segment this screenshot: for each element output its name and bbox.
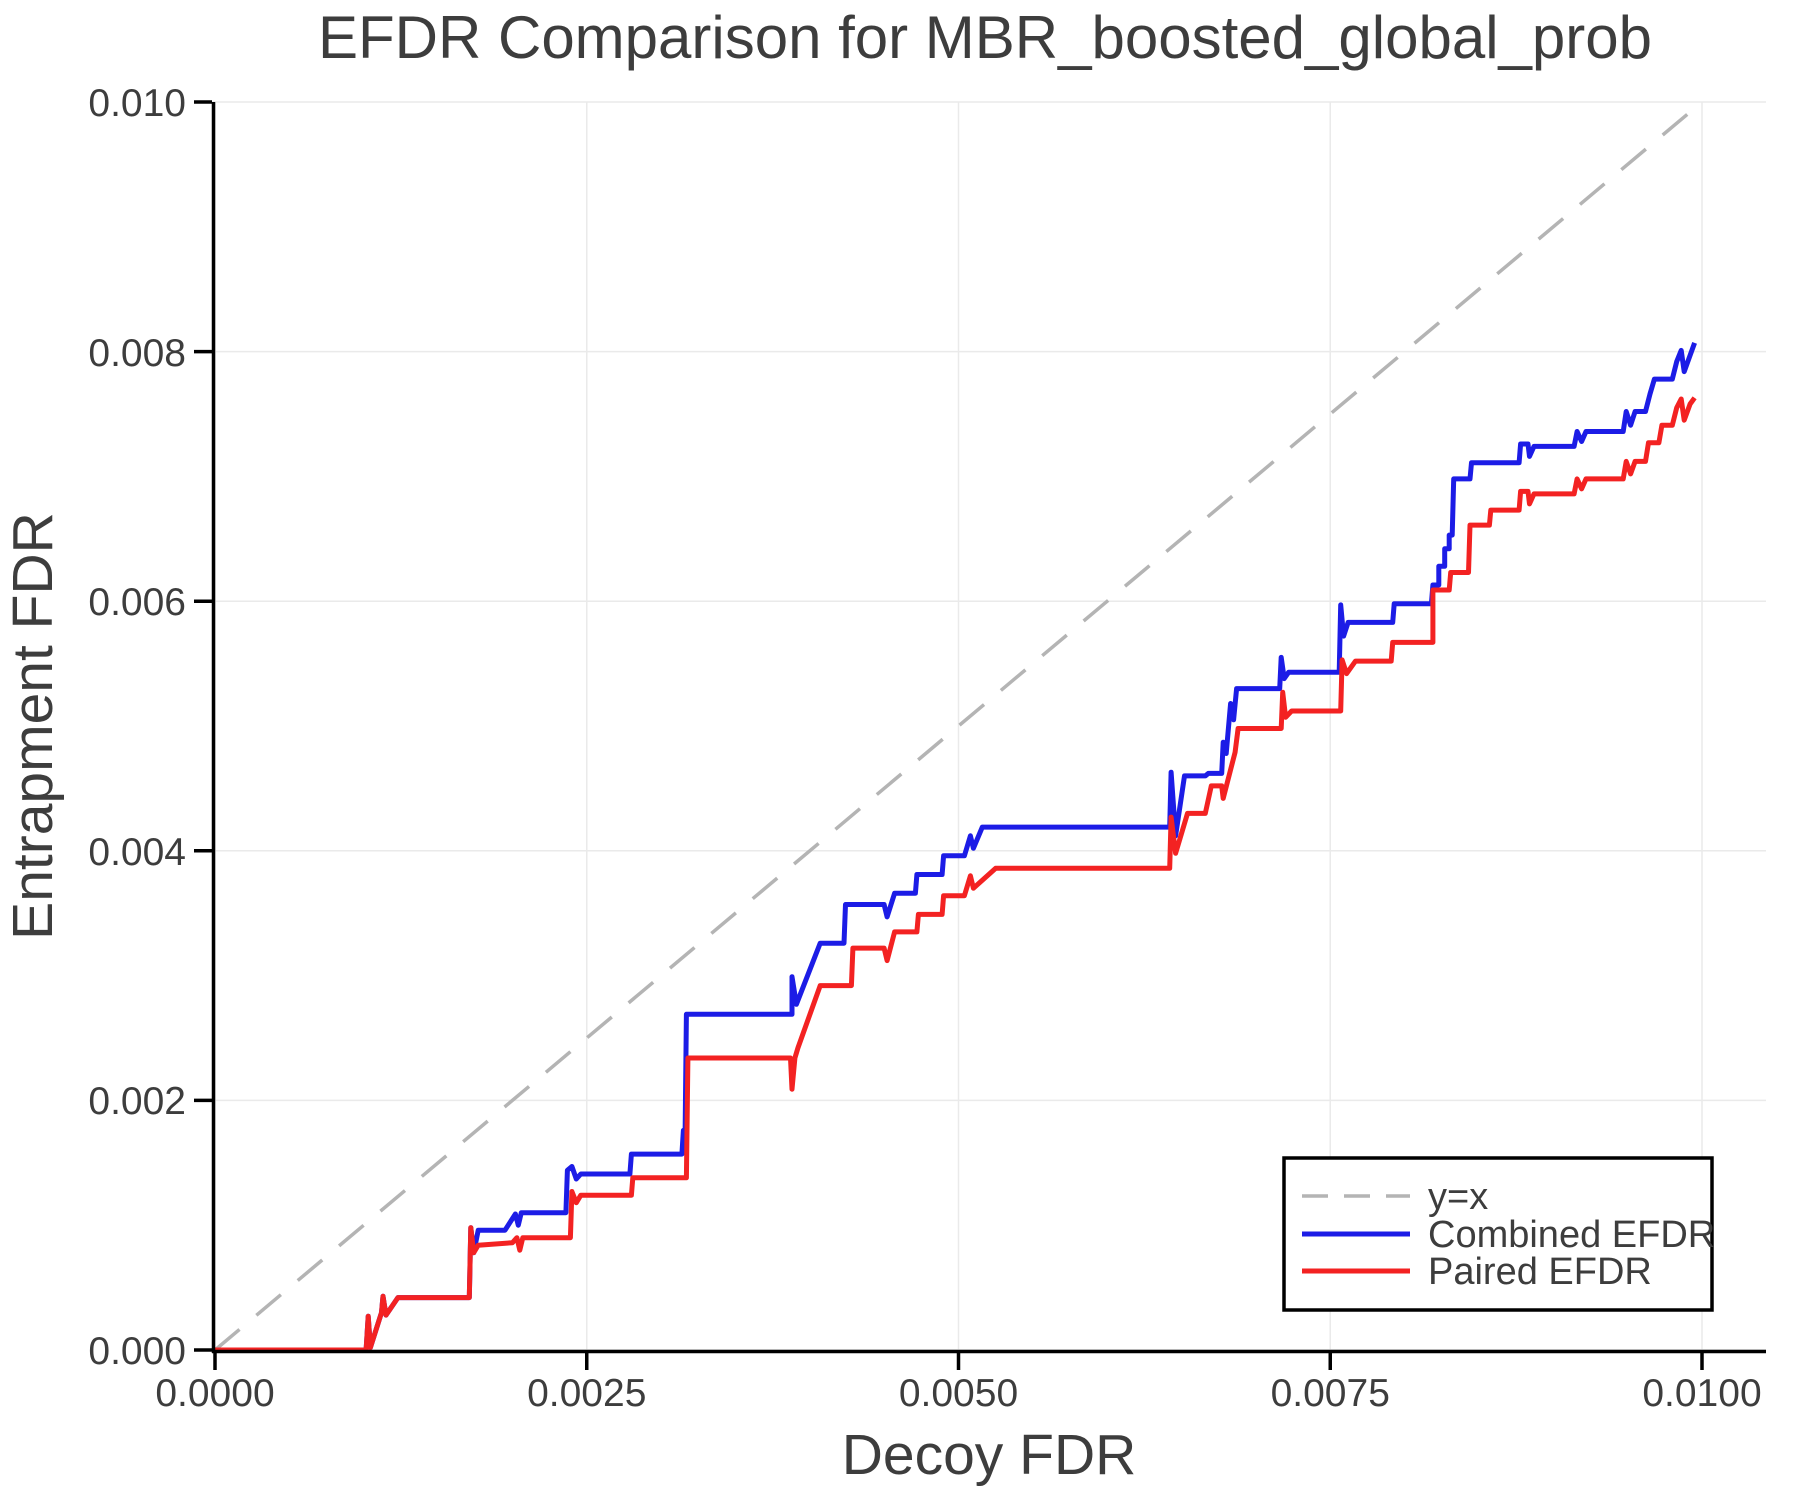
y-axis-label: Entrapment FDR [1,512,65,940]
legend-label-combined: Combined EFDR [1428,1214,1715,1256]
series-lines [215,342,1697,1353]
x-tick-label: 0.0025 [527,1372,646,1415]
x-tick-labels: 0.0000 0.0025 0.0050 0.0075 0.0100 [155,1372,1761,1415]
chart-title: EFDR Comparison for MBR_boosted_global_p… [318,4,1652,71]
y-tick-labels: 0.000 0.002 0.004 0.006 0.008 0.010 [88,82,186,1373]
legend-label-paired: Paired EFDR [1428,1251,1652,1293]
y-tick-label: 0.008 [88,332,186,375]
y-tick-label: 0.010 [88,82,186,125]
axis-spines [211,102,1766,1354]
y-tick-label: 0.006 [88,581,186,624]
x-tick-label: 0.0100 [1642,1372,1761,1415]
legend: y=x Combined EFDR Paired EFDR [1282,1156,1715,1312]
series-line-combined-efdr [215,342,1697,1353]
x-tick-label: 0.0075 [1271,1372,1390,1415]
x-tick-label: 0.0050 [899,1372,1018,1415]
x-tick-label: 0.0000 [155,1372,274,1415]
y-tick-label: 0.004 [88,831,186,874]
series-line-paired-efdr [215,396,1697,1353]
axis-tick-marks [194,100,1704,1370]
y-tick-label: 0.002 [88,1080,186,1123]
x-axis-label: Decoy FDR [842,1423,1137,1487]
y-tick-label: 0.000 [88,1330,186,1373]
legend-label-identity: y=x [1428,1176,1488,1218]
